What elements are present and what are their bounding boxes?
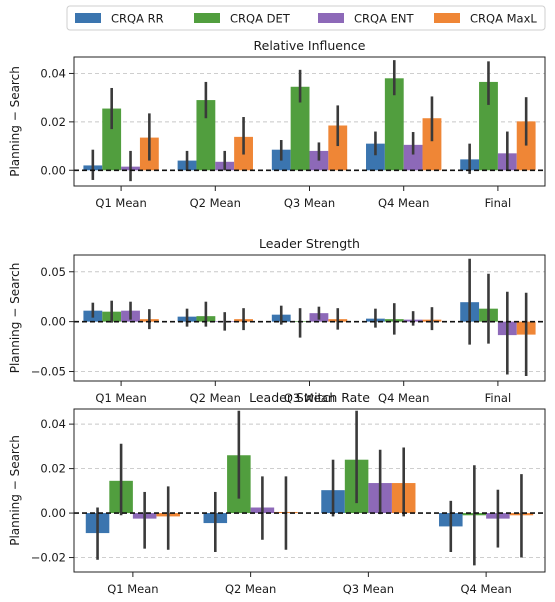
legend: CRQA RR CRQA DET CRQA ENT CRQA MaxL: [66, 5, 546, 31]
bar-crqa-ent-q4-mean: [403, 144, 423, 171]
y-tick-label: 0.04: [40, 417, 66, 431]
legend-swatch: [434, 13, 460, 23]
y-axis-label: Planning − Search: [8, 435, 22, 546]
bar-crqa-ent-q3-mean: [309, 150, 329, 171]
x-tick-label: Q2 Mean: [225, 582, 276, 596]
legend-item-crqa-maxl: CRQA MaxL: [434, 12, 537, 26]
subplot-relative-influence: 0.00 0.02 0.04 Q1 Mean Q2 Mean Q3 Mean Q4 Mean…: [8, 38, 546, 210]
legend-label: CRQA RR: [111, 12, 164, 26]
x-tick-label: Q4 Mean: [378, 391, 429, 405]
legend-item-crqa-rr: CRQA RR: [75, 12, 164, 26]
x-tick-label: Final: [485, 196, 512, 210]
subplot-leader-strength: −0.05 0.00 0.05 Q1 Mean Q2 Mean Q3 Mean Q4 Mea…: [8, 236, 546, 405]
y-tick-label: −0.05: [31, 365, 66, 379]
x-tick-label: Q1 Mean: [95, 196, 146, 210]
bar-crqa-det-q3-mean: [290, 86, 310, 171]
y-tick-label: 0.00: [40, 506, 66, 520]
legend-item-crqa-det: CRQA DET: [194, 12, 291, 26]
bar-crqa-det-final: [479, 81, 498, 171]
plot-frame: [73, 408, 546, 573]
x-tick-label: Q3 Mean: [343, 582, 394, 596]
y-tick-label: 0.02: [40, 462, 66, 476]
x-tick-label: Q1 Mean: [95, 391, 146, 405]
y-tick-label: −0.02: [31, 551, 66, 565]
legend-label: CRQA DET: [230, 12, 291, 26]
y-tick-label: 0.00: [40, 315, 66, 329]
bar-crqa-det-q4-mean: [384, 78, 404, 171]
x-tick-label: Q3 Mean: [284, 196, 335, 210]
bar-crqa-maxl-q4-mean: [422, 118, 442, 171]
legend-label: CRQA MaxL: [470, 12, 537, 26]
x-tick-label: Q1 Mean: [107, 582, 158, 596]
x-tick-label: Q2 Mean: [190, 196, 241, 210]
x-tick-label: Q4 Mean: [378, 196, 429, 210]
y-axis-label: Planning − Search: [8, 263, 22, 374]
legend-label: CRQA ENT: [354, 12, 414, 26]
x-tick-label: Final: [485, 391, 512, 405]
bar-crqa-det-q2-mean: [196, 100, 216, 171]
bar-crqa-rr-q4-mean: [366, 143, 385, 171]
legend-swatch: [75, 13, 101, 23]
chart-title: Relative Influence: [254, 38, 366, 53]
y-tick-label: 0.05: [40, 265, 66, 279]
subplot-leader-switch-rate: −0.02 0.00 0.02 0.04 Q1 Mean Q2 Mean Q3 Mean Q4…: [8, 390, 546, 596]
x-tick-label: Q4 Mean: [460, 582, 511, 596]
bar-crqa-det-q1-mean: [102, 108, 122, 171]
legend-swatch: [318, 13, 344, 23]
y-tick-label: 0.02: [40, 115, 66, 129]
chart-title: Leader Strength: [259, 236, 360, 251]
legend-swatch: [194, 13, 220, 23]
legend-frame: [66, 5, 546, 31]
chart-title: Leader Switch Rate: [249, 390, 370, 405]
bar-crqa-maxl-final: [516, 121, 536, 171]
x-tick-label: Q3 Mean: [284, 391, 335, 405]
bar-crqa-maxl-q3-mean: [328, 125, 348, 171]
legend-item-crqa-ent: CRQA ENT: [318, 12, 414, 26]
x-tick-label: Q2 Mean: [190, 391, 241, 405]
y-tick-label: 0.00: [40, 163, 66, 177]
y-axis-label: Planning − Search: [8, 66, 22, 177]
y-tick-label: 0.04: [40, 66, 66, 80]
